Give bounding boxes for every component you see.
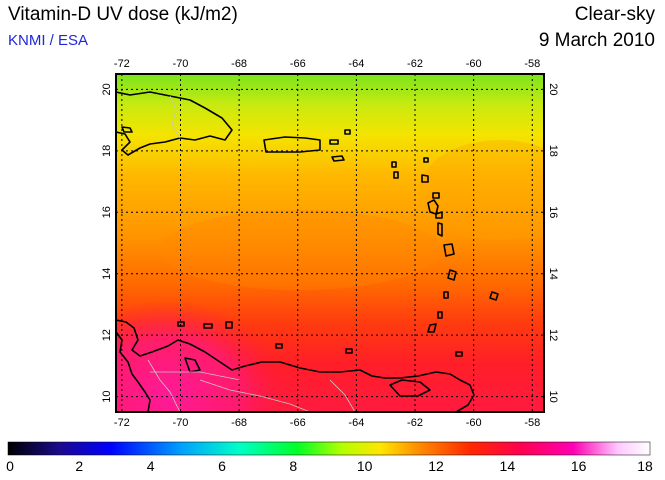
latitude-tick-label: 12 — [101, 329, 113, 341]
sky-condition: Clear-sky — [574, 4, 655, 25]
date-label: 9 March 2010 — [538, 30, 655, 51]
latitude-tick-label: 16 — [101, 206, 113, 218]
longitude-tick-label: -64 — [348, 58, 364, 70]
uv-dose-field — [116, 74, 544, 412]
longitude-tick-label: -62 — [407, 58, 423, 70]
colorbar-tick-label: 2 — [75, 458, 84, 474]
colorbar-tick-label: 4 — [146, 458, 155, 474]
latitude-ticks-right: 10 12 14 16 18 20 — [547, 83, 559, 403]
colorbar-tick-label: 12 — [428, 458, 444, 474]
credit-label: KNMI / ESA — [8, 32, 89, 49]
longitude-tick-label: -58 — [524, 58, 540, 70]
colorbar-tick-label: 8 — [289, 458, 298, 474]
longitude-tick-label: -66 — [290, 417, 306, 429]
latitude-tick-label: 10 — [101, 391, 113, 403]
longitude-tick-label: -58 — [524, 417, 540, 429]
latitude-tick-label: 20 — [101, 83, 113, 95]
latitude-tick-label: 12 — [547, 329, 559, 341]
longitude-ticks-bottom: -72 -70 -68 -66 -64 -62 -60 -58 — [114, 417, 540, 429]
longitude-tick-label: -72 — [114, 417, 130, 429]
country-borders — [147, 95, 356, 412]
longitude-tick-label: -62 — [407, 417, 423, 429]
land-outlines — [116, 91, 499, 412]
latitude-tick-label: 20 — [547, 83, 559, 95]
colorbar-tick-label: 6 — [218, 458, 226, 474]
map-title: Vitamin-D UV dose (kJ/m2) — [8, 4, 238, 25]
longitude-tick-label: -70 — [173, 417, 189, 429]
longitude-tick-label: -68 — [231, 417, 247, 429]
latitude-tick-label: 14 — [547, 268, 559, 280]
latitude-tick-label: 10 — [547, 391, 559, 403]
map-frame — [115, 73, 545, 413]
colorbar-tick-label: 18 — [637, 458, 653, 474]
longitude-tick-label: -68 — [231, 58, 247, 70]
longitude-tick-label: -60 — [466, 58, 482, 70]
colorbar-tick-label: 16 — [570, 458, 587, 474]
colorbar-tick-label: 10 — [356, 458, 373, 474]
longitude-tick-label: -66 — [290, 58, 306, 70]
longitude-tick-label: -60 — [466, 417, 482, 429]
colorbar-tick-label: 0 — [6, 458, 14, 474]
latitude-tick-label: 18 — [101, 145, 113, 157]
longitude-ticks-top: -72 -70 -68 -66 -64 -62 -60 -58 — [114, 58, 540, 70]
colorbar — [7, 441, 651, 456]
longitude-tick-label: -70 — [173, 58, 189, 70]
longitude-tick-label: -72 — [114, 58, 130, 70]
latitude-tick-label: 18 — [547, 145, 559, 157]
latitude-tick-label: 16 — [547, 206, 559, 218]
latitude-tick-label: 14 — [101, 268, 113, 280]
longitude-tick-label: -64 — [348, 417, 364, 429]
latitude-ticks-left: 10 12 14 16 18 20 — [101, 83, 113, 403]
colorbar-tick-label: 14 — [499, 458, 516, 474]
